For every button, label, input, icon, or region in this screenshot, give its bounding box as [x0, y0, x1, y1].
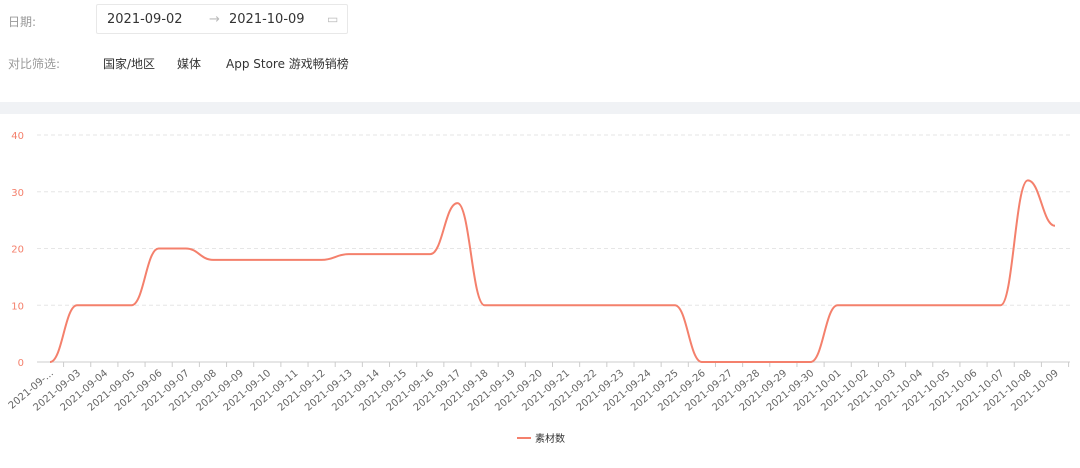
y-tick-label: 40 — [11, 131, 24, 142]
divider — [0, 102, 1080, 114]
y-tick-label: 0 — [18, 358, 24, 369]
arrow: → — [209, 12, 220, 27]
chart: 0102030402021-09-...2021-09-032021-09-04… — [7, 131, 1070, 445]
start-date[interactable]: 2021-09-02 — [107, 12, 183, 27]
y-tick-label: 20 — [11, 245, 24, 256]
compare-label: 对比筛选: — [8, 57, 61, 71]
date-picker[interactable]: 2021-09-02 → 2021-10-09 ▭ — [96, 4, 348, 34]
end-date[interactable]: 2021-10-09 — [229, 12, 305, 27]
option[interactable]: App Store 游戏畅销榜 — [226, 57, 349, 71]
filter-panel: 日期: 2021-09-02 → 2021-10-09 ▭ 对比筛选: 国家/地… — [0, 0, 1080, 102]
y-tick-label: 30 — [11, 188, 24, 199]
y-tick-label: 10 — [11, 301, 24, 312]
date-label: 日期: — [8, 15, 37, 29]
calendar-icon[interactable]: ▭ — [327, 12, 339, 26]
line — [49, 179, 1056, 363]
option[interactable]: 媒体 — [177, 57, 202, 71]
legend-label: 素材数 — [535, 432, 565, 445]
option[interactable]: 国家/地区 — [103, 57, 156, 71]
